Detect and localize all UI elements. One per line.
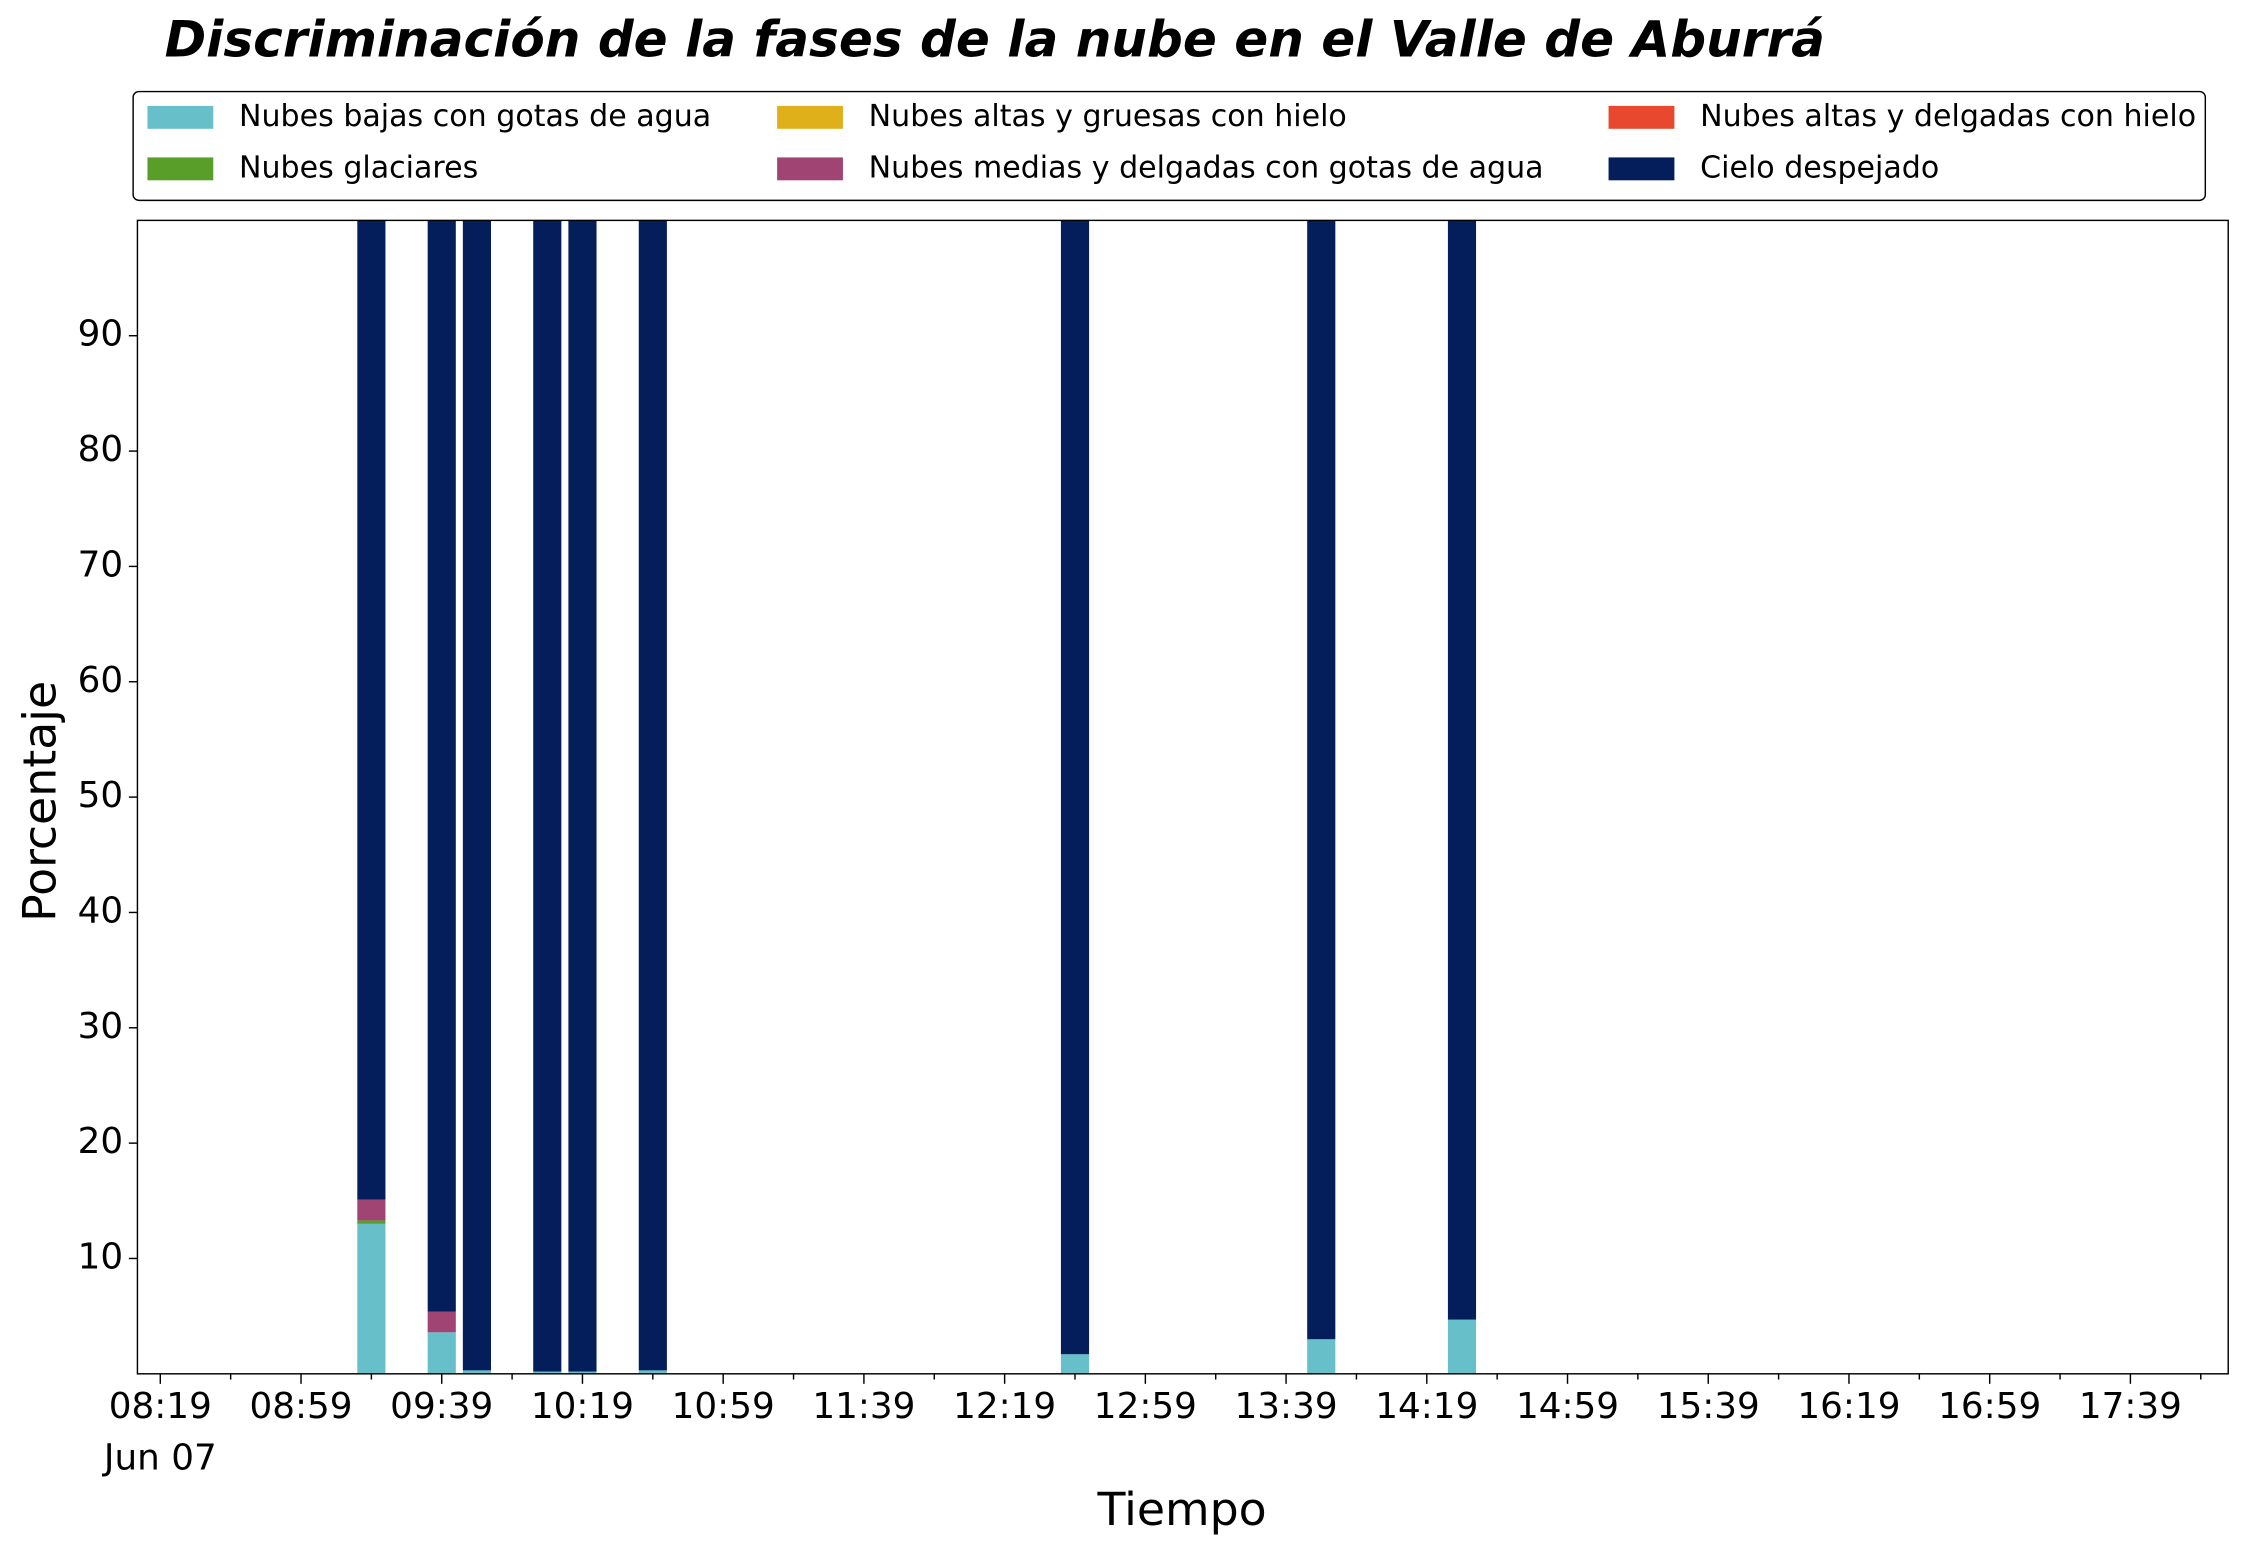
bar-segment — [427, 1332, 456, 1374]
x-tick-label: 08:19 — [109, 1386, 212, 1427]
y-tick-label: 30 — [78, 1006, 124, 1047]
legend-swatch — [147, 157, 214, 181]
x-tick-label: 17:39 — [2079, 1386, 2182, 1427]
legend-label: Cielo despejado — [1700, 150, 1939, 185]
x-tick-label: 16:59 — [1938, 1386, 2041, 1427]
legend-box — [132, 90, 2207, 202]
legend-swatch — [777, 157, 843, 181]
legend-swatch — [1608, 157, 1675, 181]
bar-segment — [1060, 220, 1090, 1355]
legend-label: Nubes altas y delgadas con hielo — [1700, 99, 2196, 134]
bar-segment — [357, 1223, 386, 1374]
legend-label: Nubes bajas con gotas de agua — [239, 99, 711, 134]
x-tick-label: 11:39 — [812, 1386, 915, 1427]
x-tick-label: 13:39 — [1235, 1386, 1338, 1427]
chart-title: Discriminación de la fases de la nube en… — [165, 10, 1825, 68]
bar-segment — [1307, 220, 1336, 1340]
y-tick-label: 90 — [78, 314, 124, 355]
y-tick-label: 70 — [78, 544, 124, 585]
bar-segment — [568, 1371, 597, 1374]
bar-segment — [427, 220, 456, 1312]
bar-segment — [462, 1370, 491, 1374]
bar-segment — [638, 1370, 667, 1374]
bar-segment — [427, 1311, 456, 1333]
legend-label: Nubes medias y delgadas con gotas de agu… — [869, 150, 1544, 185]
x-date-label: Jun 07 — [102, 1438, 217, 1479]
bar-segment — [1447, 220, 1477, 1320]
bar-segment — [462, 220, 491, 1371]
bar-segment — [1060, 1354, 1090, 1374]
bar-segment — [357, 220, 386, 1200]
y-tick-label: 10 — [78, 1236, 124, 1277]
x-tick-label: 15:39 — [1657, 1386, 1760, 1427]
x-tick-label: 12:19 — [953, 1386, 1056, 1427]
x-tick-label: 08:59 — [249, 1386, 352, 1427]
legend-swatch — [1608, 105, 1675, 129]
x-tick-label: 10:59 — [672, 1386, 775, 1427]
x-tick-label: 09:39 — [390, 1386, 493, 1427]
y-tick-label: 20 — [78, 1121, 124, 1162]
x-tick-label: 16:19 — [1797, 1386, 1900, 1427]
bar-segment — [568, 220, 597, 1372]
x-tick-label: 14:19 — [1375, 1386, 1478, 1427]
x-tick-label: 14:59 — [1516, 1386, 1619, 1427]
bar-segment — [638, 220, 667, 1371]
y-tick-label: 50 — [78, 775, 124, 816]
x-axis-label: Tiempo — [1097, 1482, 1267, 1536]
y-tick-label: 80 — [78, 429, 124, 470]
bar-segment — [533, 1371, 562, 1374]
y-tick-label: 40 — [78, 890, 124, 931]
legend-label: Nubes altas y gruesas con hielo — [869, 99, 1347, 134]
legend-swatch — [777, 105, 843, 129]
y-tick-label: 60 — [78, 660, 124, 701]
x-tick-label: 10:19 — [531, 1386, 634, 1427]
legend-label: Nubes glaciares — [239, 150, 478, 185]
bar-segment — [357, 1199, 386, 1221]
legend-swatch — [147, 105, 214, 129]
y-axis-label: Porcentaje — [12, 681, 66, 922]
bar-segment — [1307, 1339, 1336, 1374]
x-tick-label: 12:59 — [1094, 1386, 1197, 1427]
bar-segment — [1447, 1319, 1477, 1374]
bar-segment — [533, 220, 562, 1372]
bar-segment — [357, 1220, 386, 1224]
